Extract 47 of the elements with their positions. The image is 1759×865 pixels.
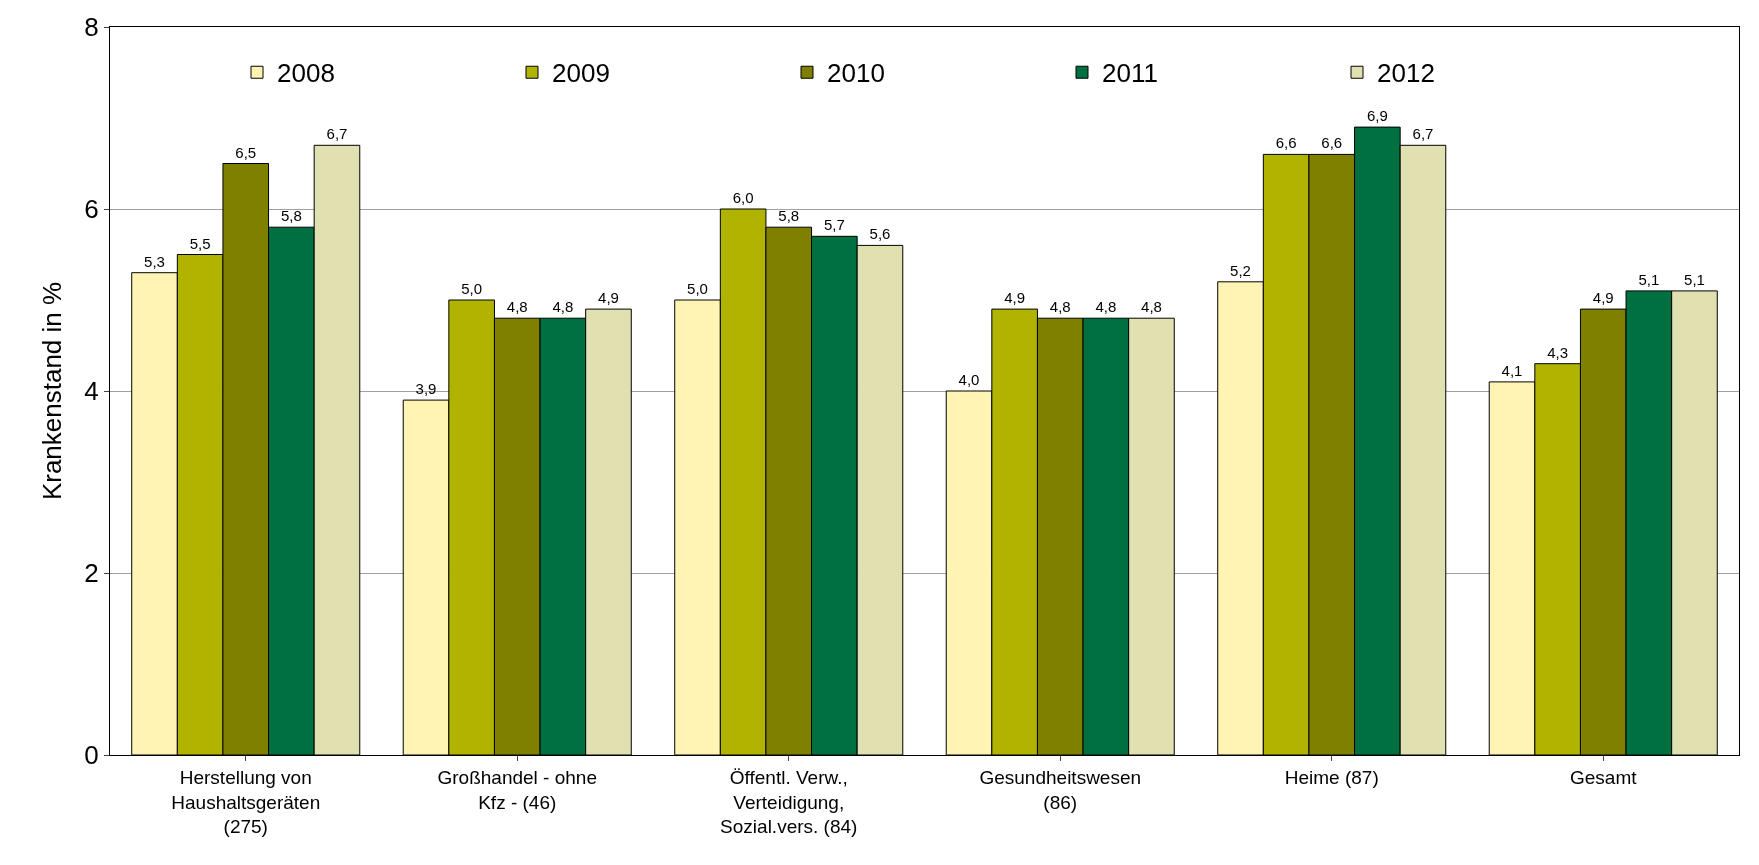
data-label: 4,9: [598, 289, 619, 307]
data-label: 5,6: [869, 225, 891, 243]
data-label: 3,9: [415, 380, 437, 398]
data-label: 4,8: [552, 298, 574, 316]
data-label: 4,8: [1141, 298, 1162, 316]
y-tick-label: 4: [84, 376, 99, 407]
data-label: 4,9: [1004, 289, 1026, 307]
x-tick-label: Öffentl. Verw., Verteidigung, Sozial.vers. (84): [720, 766, 858, 838]
data-label: 6,0: [732, 189, 754, 206]
y-tick-label: 0: [84, 740, 99, 771]
x-tick-label: Gesundheitswesen (86): [979, 766, 1142, 813]
legend-label: 2008: [277, 58, 335, 89]
data-label: 6,6: [1321, 134, 1343, 152]
y-tick-label: 2: [84, 558, 99, 589]
x-tick-label: Herstellung von Haushaltsgeräten (275): [171, 766, 321, 838]
data-label: 5,8: [778, 207, 800, 225]
y-tick-label: 6: [84, 194, 99, 225]
data-label: 5,0: [687, 280, 708, 297]
data-label: 6,9: [1366, 107, 1388, 125]
y-axis-title: Krankenstand in %: [36, 281, 67, 501]
data-label: 4,3: [1547, 343, 1569, 361]
x-tick-label: Großhandel - ohne Kfz - (46): [437, 766, 597, 813]
data-label: 4,0: [958, 371, 980, 388]
data-label: 5,2: [1230, 261, 1251, 279]
data-label: 5,8: [280, 207, 302, 225]
data-label: 4,9: [1592, 289, 1614, 307]
data-label: 5,7: [823, 216, 845, 234]
data-label: 5,1: [1638, 270, 1660, 288]
data-label: 4,1: [1501, 361, 1523, 379]
data-label: 5,5: [189, 234, 211, 252]
legend-label: 2011: [1102, 58, 1158, 89]
x-tick-label: Heime (87): [1284, 766, 1379, 788]
legend-label: 2012: [1377, 58, 1435, 89]
data-label: 5,3: [144, 252, 165, 270]
y-tick-label: 8: [84, 12, 99, 43]
data-label: 6,5: [235, 143, 257, 161]
legend-label: 2009: [552, 58, 610, 89]
x-tick-label: Gesamt: [1569, 766, 1638, 788]
data-label: 4,8: [1049, 298, 1071, 316]
data-label: 4,8: [1095, 298, 1117, 316]
data-label: 6,7: [326, 125, 348, 143]
legend-label: 2010: [827, 58, 885, 89]
data-label: 5,1: [1684, 270, 1705, 288]
data-label: 5,0: [461, 280, 483, 297]
data-label: 6,6: [1275, 134, 1297, 152]
data-label: 6,7: [1412, 125, 1434, 143]
data-label: 4,8: [506, 298, 528, 316]
